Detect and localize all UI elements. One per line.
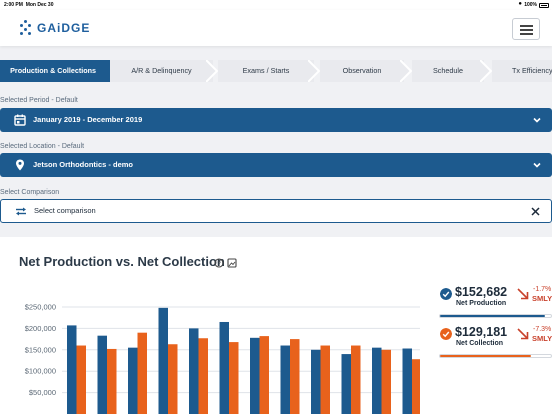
bar (97, 335, 107, 414)
tab-production-collections[interactable]: Production & Collections (0, 60, 110, 82)
summary-progress-track (439, 354, 552, 358)
bar (67, 325, 77, 414)
location-select[interactable]: Jetson Orthodontics - demo (0, 153, 552, 177)
report-tabs: Production & Collections A/R & Delinquen… (0, 60, 552, 82)
svg-text:?: ? (217, 261, 221, 267)
logo-text: GAiDGE (37, 21, 91, 35)
bar (250, 337, 260, 414)
status-time: 2:00 PM Mon Dec 30 (4, 2, 54, 8)
bar (198, 338, 208, 414)
bar (320, 345, 330, 414)
bar (189, 328, 199, 414)
battery-percentage: 100% (524, 2, 537, 8)
help-icon[interactable]: ? (214, 258, 224, 268)
bar (107, 348, 117, 414)
close-icon[interactable] (531, 207, 540, 216)
tab-label: Schedule (433, 66, 463, 75)
tab-ar-delinquency[interactable]: A/R & Delinquency (110, 60, 213, 82)
tab-tx-efficiency[interactable]: Tx Efficiency (492, 60, 552, 82)
status-bar: 2:00 PM Mon Dec 30 ● 100% (0, 0, 552, 10)
bar-chart: $250,000 $200,000 $150,000 $100,000 $50,000 (25, 303, 420, 414)
check-circle-icon (440, 288, 452, 300)
bar (381, 349, 391, 414)
app-header: GAiDGE (0, 10, 552, 46)
bar (402, 348, 412, 414)
tab-label: Production & Collections (10, 66, 96, 75)
comparison-select[interactable]: Select comparison (0, 199, 552, 223)
tab-arrow-divider (480, 60, 492, 82)
logo-mark-icon (20, 20, 32, 36)
chevron-down-icon (533, 117, 541, 123)
summary-name: Net Collection (456, 340, 504, 347)
net-production-collection-card: Net Production vs. Net Collection ? $250… (0, 237, 552, 414)
comparison-value: Select comparison (34, 206, 96, 215)
bar (311, 349, 321, 414)
bar (128, 347, 138, 414)
tab-label: Observation (342, 66, 382, 75)
bar (290, 339, 300, 414)
tab-arrow-divider (308, 60, 320, 82)
period-select[interactable]: January 2019 - December 2019 (0, 108, 552, 132)
bar (137, 332, 147, 414)
compare-arrows-icon (16, 207, 26, 216)
trend-down-icon (517, 288, 529, 300)
battery-icon (539, 3, 549, 8)
period-value: January 2019 - December 2019 (33, 115, 143, 124)
bar (158, 307, 168, 414)
bar (351, 345, 361, 414)
summary-progress-track (439, 314, 552, 318)
summary-change: -1.7% (533, 286, 552, 293)
bar (219, 321, 229, 414)
bar (412, 359, 420, 414)
bar (168, 344, 178, 414)
summary-progress-fill (440, 355, 532, 357)
bar (229, 342, 239, 414)
bar (280, 345, 290, 414)
tab-exams-starts[interactable]: Exams / Starts (218, 60, 314, 82)
bar (372, 347, 382, 414)
period-label: Selected Period - Default (0, 97, 78, 104)
tab-label: Tx Efficiency (512, 66, 552, 75)
location-value: Jetson Orthodontics - demo (33, 160, 134, 169)
summary-amount: $152,682 (455, 285, 508, 299)
tab-label: Exams / Starts (242, 66, 290, 75)
hamburger-menu-button[interactable] (512, 18, 540, 40)
summary-compare: SMLY (532, 334, 552, 343)
chevron-down-icon (533, 162, 541, 168)
check-circle-icon (440, 328, 452, 340)
tab-arrow-divider (400, 60, 412, 82)
bar (341, 354, 351, 414)
bar (259, 336, 269, 414)
summary-compare: SMLY (532, 294, 552, 303)
y-tick-label: $150,000 (25, 345, 56, 354)
y-tick-label: $50,000 (29, 388, 56, 397)
bar (76, 345, 86, 414)
tab-arrow-active (97, 60, 109, 82)
location-label: Selected Location - Default (0, 143, 85, 150)
y-tick-label: $200,000 (25, 324, 56, 333)
tab-arrow-divider (206, 60, 218, 82)
trend-down-icon (517, 328, 529, 340)
tab-schedule[interactable]: Schedule (412, 60, 484, 82)
title-icon-group: ? (214, 258, 237, 268)
tab-label: A/R & Delinquency (131, 66, 192, 75)
wifi-icon: ● (518, 1, 522, 7)
summary-progress-fill (440, 315, 546, 317)
summary-name: Net Production (456, 300, 507, 307)
image-export-icon[interactable] (227, 258, 237, 268)
comparison-label: Select Comparison (0, 189, 60, 196)
chart-title: Net Production vs. Net Collection (19, 254, 225, 269)
tab-observation[interactable]: Observation (320, 60, 404, 82)
calendar-icon (14, 114, 26, 126)
y-tick-label: $100,000 (25, 367, 56, 376)
location-pin-icon (16, 159, 24, 171)
summary-amount: $129,181 (455, 325, 508, 339)
y-tick-label: $250,000 (25, 303, 56, 312)
gaidge-logo[interactable]: GAiDGE (20, 18, 90, 38)
summary-change: -7.3% (533, 326, 552, 333)
